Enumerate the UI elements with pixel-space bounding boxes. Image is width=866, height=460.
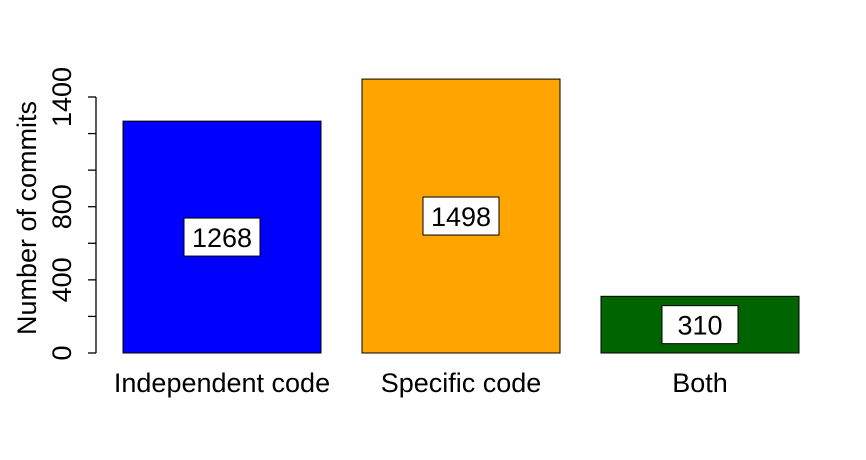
- y-axis-title: Number of commits: [12, 101, 42, 335]
- data-label-box: [183, 217, 261, 257]
- y-tick-label: 800: [47, 184, 77, 229]
- x-axis-labels: Independent code Specific code Both: [114, 368, 728, 398]
- category-label: Both: [672, 368, 728, 398]
- category-label: Specific code: [381, 368, 542, 398]
- data-label-box: [661, 305, 739, 345]
- y-tick-label: 0: [47, 345, 77, 360]
- bars-group: 1268 1498 310: [122, 78, 800, 354]
- data-label: 310: [677, 311, 722, 341]
- y-axis: 0 400 800 1400: [47, 67, 97, 361]
- data-label: 1498: [431, 202, 491, 232]
- data-label: 1268: [192, 223, 252, 253]
- y-tick-label: 400: [47, 257, 77, 302]
- data-label-box: [422, 196, 500, 236]
- y-tick-label: 1400: [47, 67, 77, 127]
- bar: [122, 120, 322, 354]
- category-label: Independent code: [114, 368, 330, 398]
